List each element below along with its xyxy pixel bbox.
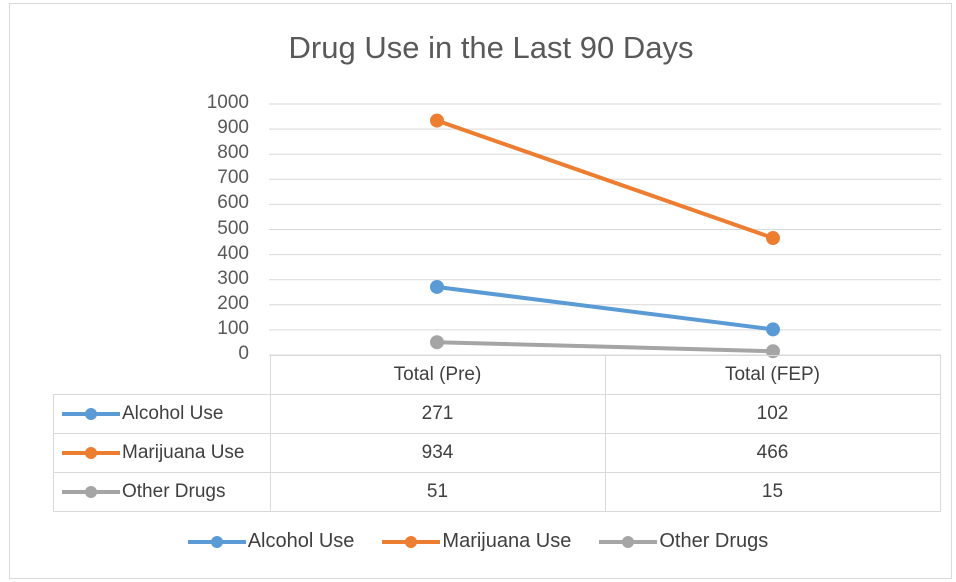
- legend-item: Marijuana Use: [382, 530, 571, 553]
- series-line: [435, 340, 775, 354]
- legend-label: Alcohol Use: [247, 530, 355, 552]
- legend-label: Other Drugs: [659, 530, 769, 552]
- table-row: Marijuana Use 934 466: [53, 433, 941, 473]
- series-swatch-icon: [62, 407, 120, 420]
- series-name: Marijuana Use: [122, 442, 245, 463]
- table-cell: 466: [604, 433, 941, 473]
- series-name: Alcohol Use: [122, 403, 224, 424]
- series-name: Other Drugs: [122, 481, 226, 502]
- y-tick-label: 300: [217, 267, 249, 289]
- legend-line-icon: [187, 535, 246, 548]
- y-tick-label: 1000: [206, 92, 249, 113]
- table-header-row: Total (Pre) Total (FEP): [53, 355, 941, 395]
- series-swatch-icon: [62, 446, 120, 459]
- table-row: Alcohol Use 271 102: [53, 394, 941, 434]
- row-label: Other Drugs: [53, 472, 271, 512]
- legend: Alcohol Use Marijuana Use Other Drugs: [0, 530, 956, 553]
- legend-label: Marijuana Use: [442, 530, 572, 552]
- series-line: [435, 284, 775, 332]
- table-cell: 271: [269, 394, 606, 434]
- table-cell: 15: [604, 472, 941, 512]
- data-point: [766, 344, 780, 359]
- table-cell: 51: [269, 472, 606, 512]
- y-tick-label: 800: [217, 142, 249, 164]
- data-point: [766, 322, 780, 337]
- data-point: [430, 335, 444, 350]
- legend-line-icon: [382, 535, 441, 548]
- legend-line-icon: [599, 535, 658, 548]
- table-cell: 102: [604, 394, 941, 434]
- data-point: [430, 279, 444, 294]
- column-header: Total (Pre): [269, 355, 606, 395]
- table-cell: 934: [269, 433, 606, 473]
- column-header: Total (FEP): [604, 355, 941, 395]
- y-tick-label: 900: [217, 117, 249, 139]
- chart-title: Drug Use in the Last 90 Days: [288, 30, 694, 65]
- series-swatch-icon: [62, 485, 120, 498]
- series-line: [435, 118, 775, 241]
- y-tick-label: 600: [217, 192, 249, 214]
- y-tick-label: 100: [217, 317, 249, 339]
- row-label: Marijuana Use: [53, 433, 271, 473]
- data-point: [766, 231, 780, 246]
- y-tick-label: 700: [217, 167, 249, 189]
- table-row: Other Drugs 51 15: [53, 472, 941, 512]
- legend-item: Alcohol Use: [187, 530, 355, 553]
- y-tick-label: 200: [217, 292, 249, 314]
- y-tick-label: 400: [217, 242, 249, 264]
- data-table: Total (Pre) Total (FEP) Alcohol Use 271 …: [53, 355, 941, 512]
- table-corner: [53, 355, 271, 395]
- data-point: [430, 113, 444, 128]
- row-label: Alcohol Use: [53, 394, 271, 434]
- y-tick-label: 500: [217, 217, 249, 239]
- y-tick-label: 0: [238, 343, 249, 364]
- legend-item: Other Drugs: [599, 530, 768, 553]
